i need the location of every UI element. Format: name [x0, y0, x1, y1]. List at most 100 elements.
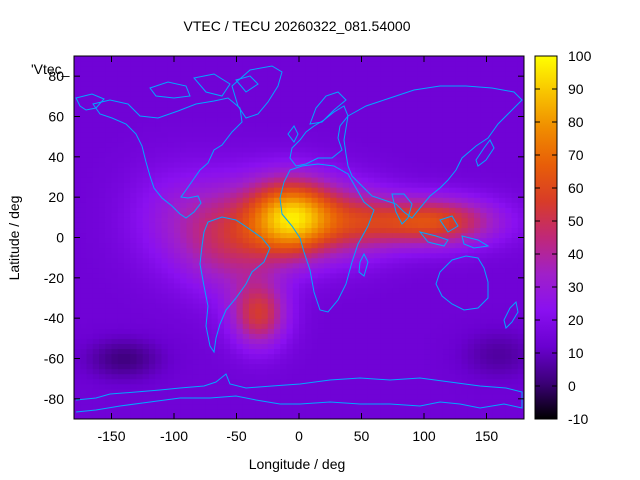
heatmap-cell: [186, 156, 194, 163]
heatmap-cell: [499, 242, 506, 249]
heatmap-cell: [430, 71, 438, 77]
heatmap-cell: [292, 156, 300, 163]
heatmap-cell: [380, 166, 388, 173]
heatmap-cell: [74, 207, 81, 213]
heatmap-cell: [392, 292, 400, 299]
heatmap-cell: [74, 323, 81, 329]
heatmap-cell: [405, 61, 413, 67]
heatmap-cell: [336, 56, 344, 62]
heatmap-cell: [361, 192, 369, 198]
heatmap-cell: [274, 171, 281, 178]
heatmap-cell: [255, 353, 263, 360]
heatmap-cell: [136, 177, 144, 183]
heatmap-cell: [367, 267, 375, 274]
heatmap-cell: [399, 71, 406, 77]
heatmap-cell: [217, 126, 225, 133]
heatmap-cell: [474, 197, 481, 203]
heatmap-cell: [480, 237, 488, 244]
heatmap-cell: [436, 116, 444, 123]
heatmap-cell: [199, 106, 206, 113]
heatmap-cell: [130, 146, 138, 153]
heatmap-cell: [142, 187, 150, 193]
heatmap-cell: [86, 207, 94, 213]
heatmap-cell: [280, 197, 288, 203]
heatmap-cell: [155, 156, 163, 163]
heatmap-cell: [305, 106, 313, 113]
heatmap-cell: [499, 111, 506, 118]
heatmap-cell: [455, 192, 463, 198]
heatmap-cell: [142, 398, 150, 405]
heatmap-cell: [299, 282, 306, 289]
heatmap-cell: [274, 237, 281, 244]
heatmap-cell: [192, 56, 200, 62]
heatmap-cell: [342, 308, 350, 314]
heatmap-cell: [299, 227, 306, 234]
heatmap-cell: [267, 262, 275, 269]
heatmap-cell: [386, 202, 394, 208]
heatmap-cell: [174, 96, 181, 102]
heatmap-cell: [499, 91, 506, 97]
heatmap-cell: [305, 232, 313, 239]
heatmap-cell: [417, 333, 425, 339]
heatmap-cell: [342, 207, 350, 213]
heatmap-cell: [399, 232, 406, 239]
heatmap-cell: [474, 383, 481, 390]
heatmap-cell: [242, 373, 250, 380]
heatmap-cell: [236, 338, 244, 344]
heatmap-cell: [161, 141, 169, 148]
heatmap-cell: [242, 237, 250, 244]
heatmap-cell: [405, 282, 413, 289]
heatmap-cell: [505, 303, 513, 309]
heatmap-cell: [211, 101, 219, 108]
heatmap-cell: [480, 343, 488, 350]
heatmap-cell: [92, 217, 100, 223]
heatmap-cell: [230, 156, 238, 163]
heatmap-cell: [499, 348, 506, 355]
heatmap-cell: [492, 338, 500, 344]
heatmap-cell: [105, 262, 113, 269]
heatmap-cell: [111, 207, 119, 213]
heatmap-cell: [355, 353, 363, 360]
heatmap-cell: [161, 136, 169, 143]
heatmap-cell: [74, 126, 81, 133]
heatmap-cell: [305, 287, 313, 294]
heatmap-cell: [117, 252, 125, 259]
heatmap-cell: [405, 272, 413, 279]
heatmap-cell: [442, 308, 450, 314]
heatmap-cell: [417, 156, 425, 163]
heatmap-cell: [380, 318, 388, 324]
heatmap-cell: [355, 71, 363, 77]
heatmap-cell: [136, 277, 144, 284]
heatmap-cell: [105, 292, 113, 299]
heatmap-cell: [192, 413, 200, 419]
heatmap-cell: [505, 338, 513, 344]
heatmap-cell: [280, 252, 288, 259]
heatmap-cell: [130, 116, 138, 123]
heatmap-cell: [399, 403, 406, 410]
heatmap-cell: [317, 328, 325, 334]
heatmap-cell: [424, 328, 431, 334]
heatmap-cell: [380, 66, 388, 72]
heatmap-cell: [467, 96, 475, 102]
heatmap-cell: [86, 282, 94, 289]
heatmap-cell: [74, 171, 81, 178]
heatmap-cell: [255, 96, 263, 102]
heatmap-cell: [417, 232, 425, 239]
heatmap-cell: [74, 177, 81, 183]
heatmap-cell: [355, 61, 363, 67]
heatmap-cell: [292, 267, 300, 274]
heatmap-cell: [217, 413, 225, 419]
heatmap-cell: [436, 353, 444, 360]
heatmap-cell: [224, 328, 231, 334]
heatmap-cell: [80, 91, 88, 97]
heatmap-cell: [167, 292, 175, 299]
heatmap-cell: [117, 227, 125, 234]
heatmap-cell: [130, 252, 138, 259]
heatmap-cell: [486, 86, 494, 92]
heatmap-cell: [280, 86, 288, 92]
heatmap-cell: [224, 156, 231, 163]
heatmap-cell: [324, 247, 331, 254]
heatmap-cell: [305, 192, 313, 198]
heatmap-cell: [136, 192, 144, 198]
heatmap-cell: [199, 368, 206, 375]
